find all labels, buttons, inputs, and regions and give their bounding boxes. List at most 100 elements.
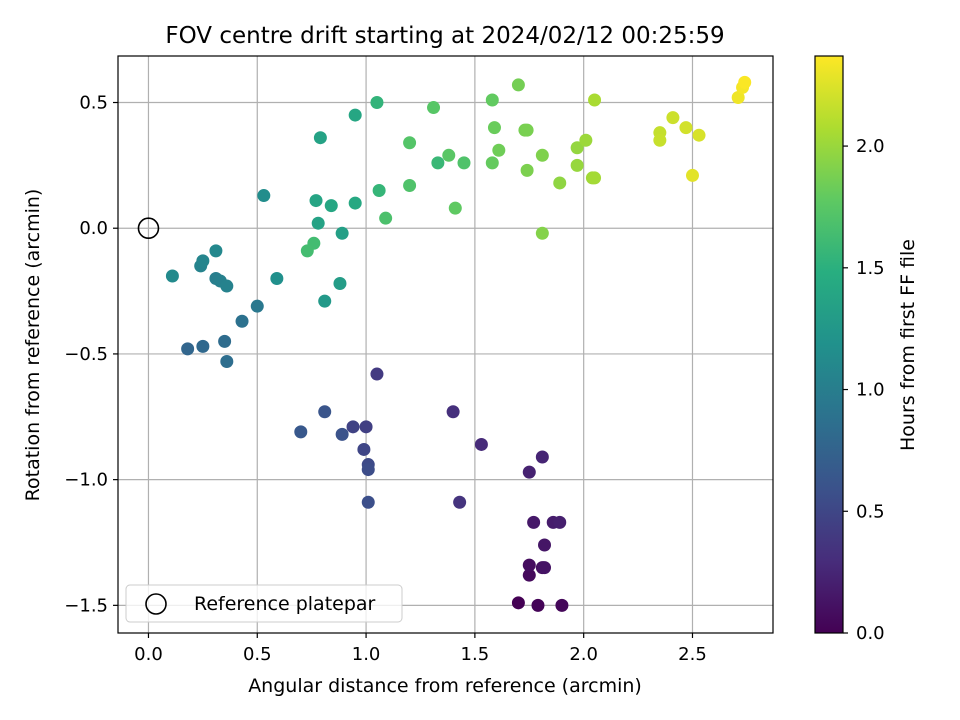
scatter-point — [300, 244, 314, 258]
x-tick-label: 1.0 — [352, 644, 381, 665]
colorbar-tick-label: 1.5 — [856, 258, 885, 279]
scatter-point — [209, 244, 223, 258]
scatter-point — [457, 156, 471, 170]
legend-box — [125, 584, 403, 623]
x-tick-label: 1.5 — [461, 644, 490, 665]
scatter-point — [588, 171, 602, 185]
colorbar-tick-label: 2.0 — [856, 136, 885, 157]
scatter-point — [453, 495, 467, 509]
scatter-point — [511, 78, 525, 92]
scatter-point — [257, 189, 271, 203]
x-axis-label: Angular distance from reference (arcmin) — [248, 675, 642, 697]
scatter-point — [731, 90, 745, 104]
scatter-point — [527, 515, 541, 529]
scatter-point — [487, 121, 501, 135]
scatter-point — [196, 339, 210, 353]
scatter-point — [335, 226, 349, 240]
scatter-point — [357, 442, 371, 456]
scatter-point — [448, 201, 462, 215]
y-axis-label: Rotation from reference (arcmin) — [22, 189, 44, 502]
colorbar-gradient — [814, 55, 844, 634]
scatter-point — [427, 101, 441, 115]
scatter-point — [531, 598, 545, 612]
scatter-point — [196, 254, 210, 268]
x-tick-label: 2.0 — [569, 644, 598, 665]
scatter-point — [403, 178, 417, 192]
scatter-point — [220, 354, 234, 368]
scatter-point — [294, 425, 308, 439]
colorbar-label: Hours from first FF file — [897, 239, 919, 451]
plot-frame — [117, 55, 774, 634]
y-tick-label: −0.5 — [64, 344, 108, 365]
scatter-point — [738, 75, 752, 89]
colorbar-tick-label: 0.5 — [856, 501, 885, 522]
scatter-point — [579, 133, 593, 147]
scatter-point — [522, 568, 536, 582]
scatter-point — [446, 405, 460, 419]
scatter-point — [553, 515, 567, 529]
grid-lines — [118, 56, 773, 633]
scatter-point — [679, 121, 693, 135]
scatter-point — [346, 420, 360, 434]
colorbar-tick-label: 0.0 — [856, 623, 885, 644]
scatter-point — [538, 538, 552, 552]
x-tick-label: 0.0 — [134, 644, 163, 665]
x-axis-ticks: 0.0 0.5 1.0 1.5 2.0 2.5 — [134, 633, 707, 665]
chart-title: FOV centre drift starting at 2024/02/12 … — [165, 23, 724, 49]
scatter-point — [333, 277, 347, 291]
scatter-point — [522, 465, 536, 479]
scatter-point — [370, 367, 384, 381]
scatter-point — [335, 427, 349, 441]
scatter-point — [685, 168, 699, 182]
y-tick-label: 0.5 — [79, 93, 108, 114]
y-tick-label: −1.5 — [64, 595, 108, 616]
scatter-point — [520, 123, 534, 137]
scatter-point — [474, 437, 488, 451]
scatter-point — [348, 108, 362, 122]
scatter-point — [520, 163, 534, 177]
scatter-point — [324, 199, 338, 213]
scatter-point — [485, 93, 499, 107]
scatter-point — [653, 133, 667, 147]
scatter-point — [535, 450, 549, 464]
colorbar-tick-label: 1.0 — [856, 380, 885, 401]
scatter-point — [431, 156, 445, 170]
scatter-point — [588, 93, 602, 107]
colorbar-ticks: 0.0 0.5 1.0 1.5 2.0 — [843, 136, 885, 644]
scatter-point — [235, 314, 249, 328]
legend: Reference platepar — [125, 584, 403, 623]
scatter-point — [165, 269, 179, 283]
legend-marker-reference — [145, 593, 167, 615]
scatter-point — [348, 196, 362, 210]
scatter-point — [220, 279, 234, 293]
scatter-point — [318, 405, 332, 419]
legend-label-reference: Reference platepar — [194, 593, 376, 615]
scatter-point — [535, 148, 549, 162]
scatter-point — [359, 420, 373, 434]
scatter-point — [218, 334, 232, 348]
scatter-point — [379, 211, 393, 225]
y-tick-label: 0.0 — [79, 218, 108, 239]
scatter-point — [570, 141, 584, 155]
scatter-point — [535, 226, 549, 240]
scatter-point — [692, 128, 706, 142]
scatter-point — [311, 216, 325, 230]
colorbar: 0.0 0.5 1.0 1.5 2.0 Hours from first FF file — [814, 55, 919, 644]
scatter-point — [511, 596, 525, 610]
scatter-point — [318, 294, 332, 308]
reference-platepar-marker — [137, 217, 160, 240]
x-tick-label: 2.5 — [678, 644, 707, 665]
scatter-point — [313, 131, 327, 145]
scatter-point — [403, 136, 417, 150]
y-axis-ticks: −1.5 −1.0 −0.5 0.0 0.5 — [64, 93, 118, 616]
data-points — [137, 75, 752, 612]
scatter-point — [666, 111, 680, 125]
scatter-point — [309, 194, 323, 208]
scatter-point — [270, 272, 284, 286]
scatter-point — [492, 143, 506, 157]
scatter-point — [250, 299, 264, 313]
scatter-point — [522, 558, 536, 572]
scatter-point — [181, 342, 195, 356]
x-tick-label: 0.5 — [243, 644, 272, 665]
